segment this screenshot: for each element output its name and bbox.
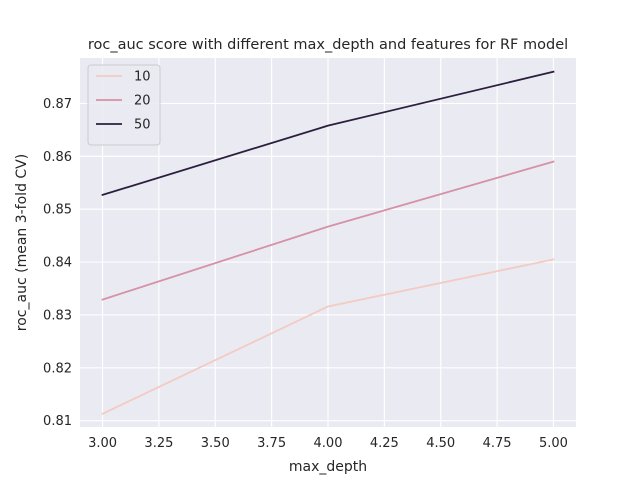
x-tick-label: 4.00 bbox=[314, 436, 343, 451]
y-tick-label: 0.83 bbox=[43, 308, 72, 323]
series-line-50 bbox=[101, 70, 555, 197]
x-tick-label: 4.75 bbox=[483, 436, 512, 451]
series-line-20 bbox=[101, 160, 555, 301]
x-tick-label: 5.00 bbox=[539, 436, 568, 451]
legend-label-50: 50 bbox=[134, 118, 151, 133]
x-tick-label: 4.50 bbox=[426, 436, 455, 451]
x-tick-label: 4.25 bbox=[370, 436, 399, 451]
y-tick-label: 0.87 bbox=[43, 97, 72, 112]
legend-label-10: 10 bbox=[134, 70, 151, 85]
chart-title: roc_auc score with different max_depth a… bbox=[88, 37, 568, 53]
y-tick-label: 0.84 bbox=[43, 256, 72, 271]
y-tick-label: 0.81 bbox=[43, 414, 72, 429]
y-tick-label: 0.85 bbox=[43, 203, 72, 218]
x-tick-label: 3.75 bbox=[257, 436, 286, 451]
x-tick-label: 3.00 bbox=[88, 436, 117, 451]
y-tick-label: 0.82 bbox=[43, 361, 72, 376]
series-line-10 bbox=[101, 258, 555, 415]
y-axis-label: roc_auc (mean 3-fold CV) bbox=[14, 154, 30, 331]
legend-frame bbox=[87, 64, 161, 146]
legend-label-20: 20 bbox=[134, 94, 151, 109]
grid-lines bbox=[80, 58, 576, 427]
legend: 10 20 50 bbox=[87, 64, 161, 146]
series-lines bbox=[101, 70, 555, 415]
y-tick-label: 0.86 bbox=[43, 150, 72, 165]
x-tick-label: 3.50 bbox=[201, 436, 230, 451]
x-tick-labels: 3.00 3.25 3.50 3.75 4.00 4.25 4.50 4.75 5.00 bbox=[88, 436, 568, 451]
y-tick-labels: 0.81 0.82 0.83 0.84 0.85 0.86 0.87 bbox=[43, 97, 72, 429]
x-tick-label: 3.25 bbox=[144, 436, 173, 451]
x-axis-label: max_depth bbox=[289, 459, 367, 475]
